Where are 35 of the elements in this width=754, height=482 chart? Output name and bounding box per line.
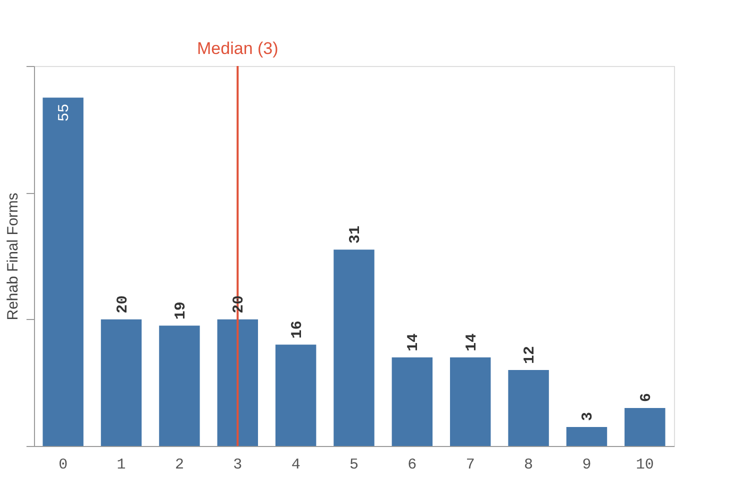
bar: [508, 370, 549, 446]
data-label: 3: [580, 412, 597, 421]
data-label: 14: [463, 333, 480, 352]
data-label: 19: [172, 302, 190, 320]
bar: [624, 408, 666, 446]
x-tick-label: 7: [466, 456, 475, 474]
data-label: 16: [288, 320, 306, 339]
bar: [159, 326, 200, 446]
bar: [42, 98, 84, 446]
data-label: 31: [347, 226, 364, 244]
data-label: 6: [638, 392, 655, 402]
x-tick-label: 9: [582, 456, 592, 474]
x-tick-label: 2: [174, 456, 184, 474]
data-label: 55: [56, 104, 74, 122]
bar: [217, 319, 258, 446]
bar: [334, 250, 374, 446]
x-tick-label: 1: [116, 456, 126, 474]
ref-line-label: Median (3): [197, 39, 278, 58]
data-label: 14: [405, 333, 422, 352]
x-tick-label: 6: [408, 456, 417, 474]
x-tick-label: 5: [349, 456, 359, 474]
x-tick-label: 0: [58, 456, 68, 474]
data-label: 20: [114, 295, 132, 314]
bar: [392, 357, 433, 446]
x-tick-label: 4: [291, 456, 300, 474]
data-label: 20: [230, 295, 248, 314]
x-tick-label: 8: [524, 456, 534, 474]
bar: [275, 344, 316, 446]
bar: [566, 427, 608, 446]
bar: [100, 319, 142, 446]
bar: [450, 357, 491, 446]
x-tick-label: 10: [636, 456, 654, 474]
y-axis-title: Rehab Final Forms: [4, 192, 22, 320]
x-tick-label: 3: [233, 456, 242, 474]
data-label: 12: [522, 346, 539, 364]
